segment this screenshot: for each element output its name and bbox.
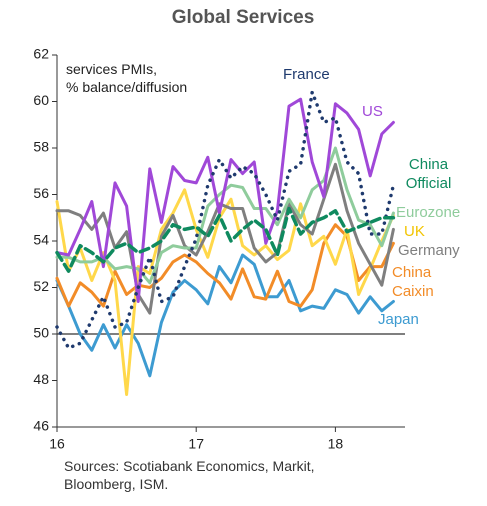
y-tick-label: 58 [33,139,49,155]
series-label: France [283,66,330,83]
y-tick-label: 62 [33,46,49,62]
series-line [55,162,395,315]
series-label: Japan [378,311,419,328]
x-tick-label: 16 [49,436,65,452]
x-tick-label: 17 [188,436,204,452]
chart-title: Global Services [172,7,315,28]
annotation: services PMIs, % balance/diffusion [66,61,188,95]
series-label: China Official [405,156,452,192]
y-tick-label: 46 [33,418,49,434]
series-line [55,90,396,350]
y-tick-label: 52 [33,278,49,294]
series-label: US [362,103,383,120]
series-label: China Caixin [392,264,434,300]
series-line [55,146,395,285]
y-tick-label: 56 [33,185,49,201]
series-line [55,188,395,396]
series-line [55,206,396,273]
series-label: Eurozone [396,204,461,221]
y-tick-label: 54 [33,232,49,248]
source: Sources: Scotiabank Economics, Markit, B… [64,458,315,492]
y-tick-label: 48 [33,371,49,387]
x-tick-label: 18 [328,436,344,452]
series-label: UK [404,223,425,240]
series-line [55,97,395,303]
y-tick-label: 60 [33,92,49,108]
series-label: Germany [398,242,460,259]
series-line [55,253,395,378]
y-tick-label: 50 [33,325,49,341]
